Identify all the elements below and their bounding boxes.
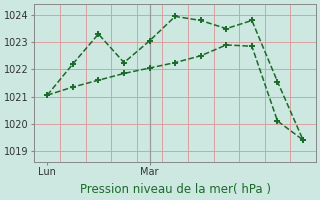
X-axis label: Pression niveau de la mer( hPa ): Pression niveau de la mer( hPa ) [80, 183, 271, 196]
